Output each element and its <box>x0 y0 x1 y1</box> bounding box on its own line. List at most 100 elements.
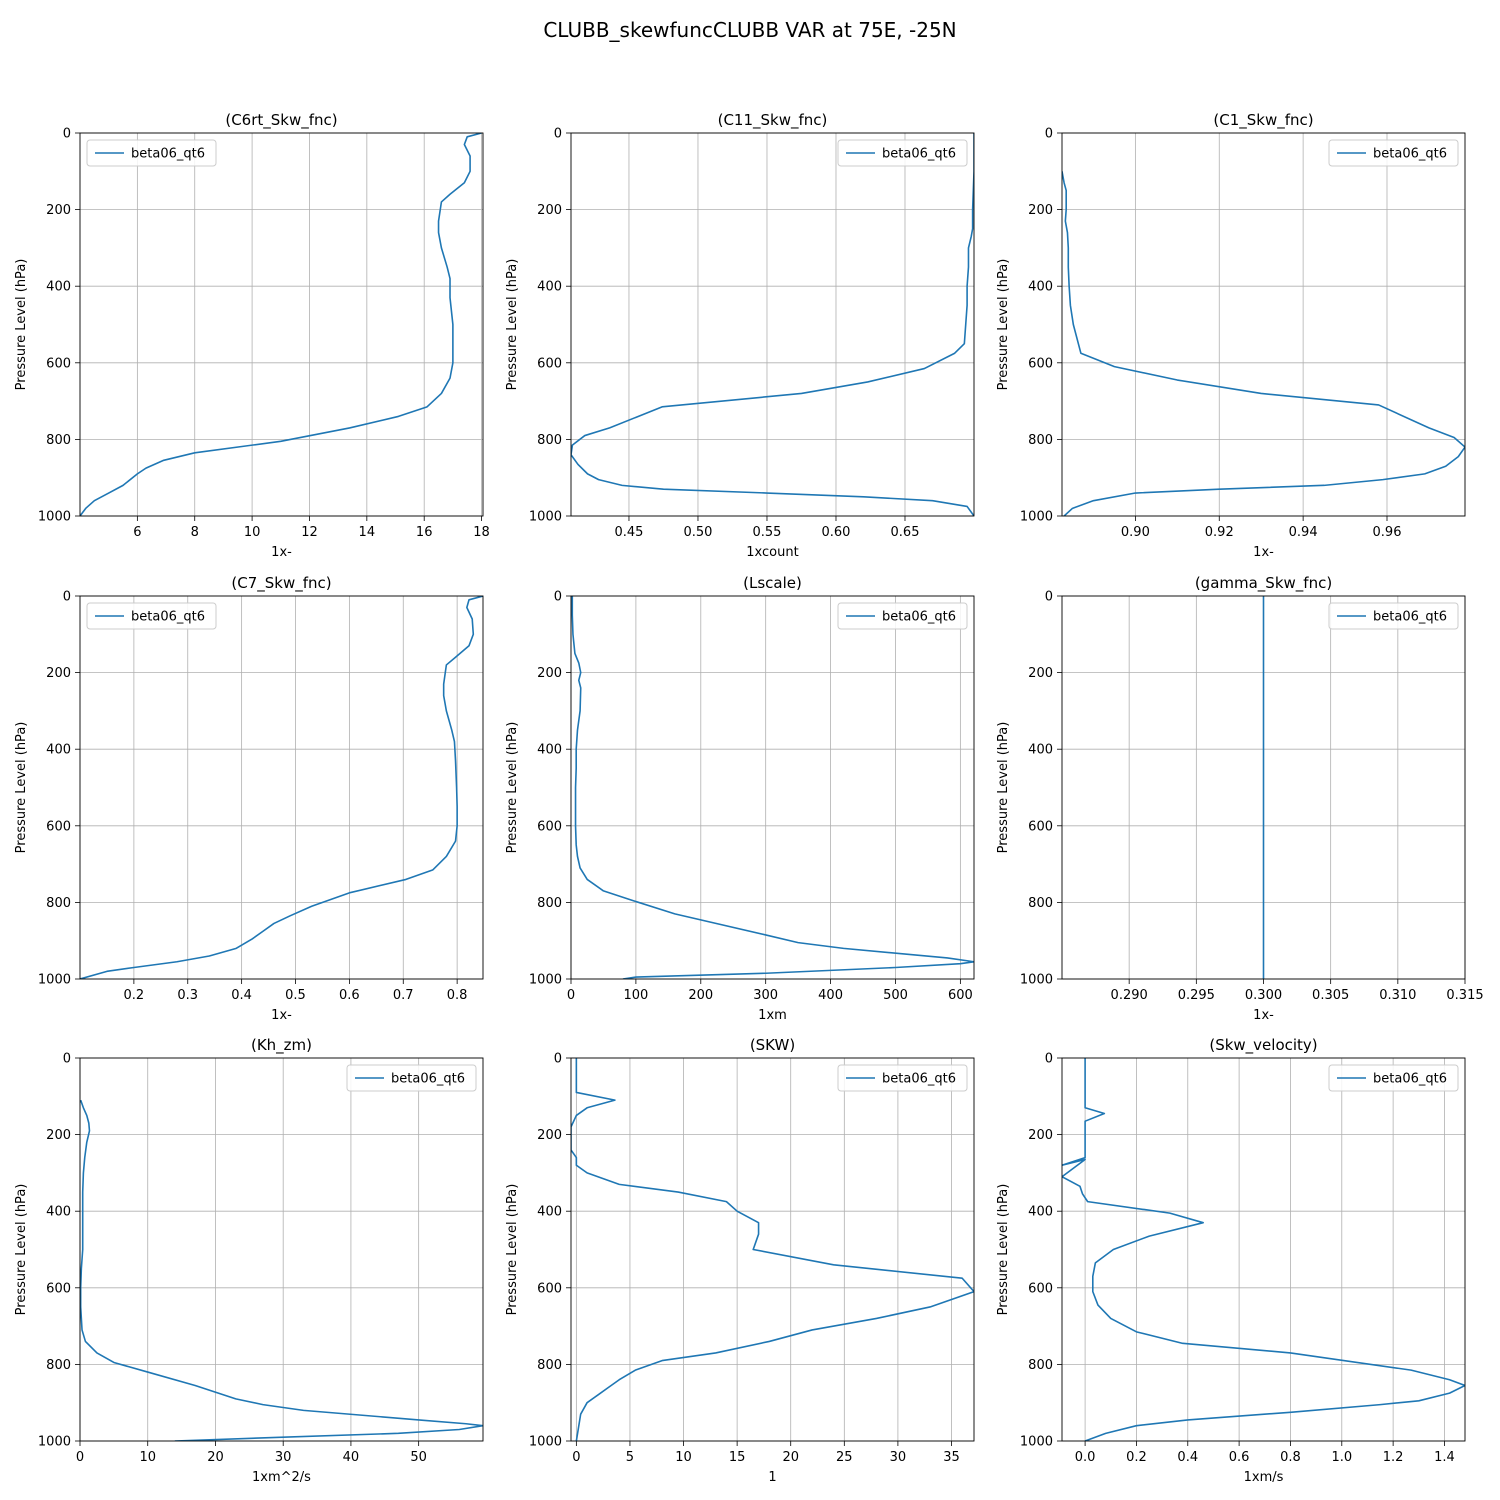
x-axis-label: 1xcount <box>746 545 798 560</box>
x-tick-label: 20 <box>782 1450 799 1465</box>
y-tick-label: 0 <box>1045 590 1053 605</box>
series-line-0 <box>80 1099 483 1441</box>
y-axis-label: Pressure Level (hPa) <box>14 259 29 391</box>
legend-entry: beta06_qt6 <box>1373 1072 1447 1087</box>
x-tick-label: 200 <box>688 988 713 1003</box>
legend-entry: beta06_qt6 <box>1373 610 1447 625</box>
series-line-0 <box>80 596 483 979</box>
y-axis-label: Pressure Level (hPa) <box>505 1184 520 1316</box>
x-tick-label: 0 <box>572 1450 580 1465</box>
x-tick-label: 20 <box>207 1450 224 1465</box>
x-tick-label: 0.8 <box>1280 1450 1301 1465</box>
y-tick-label: 0 <box>63 590 71 605</box>
subplot-0: 6 8 10 12 14 16 18 0 200 400 600 800 1000 (C6rt_Skw_f… <box>14 111 490 560</box>
y-tick-label: 800 <box>537 896 562 911</box>
x-axis-label: 1x- <box>271 545 292 560</box>
y-tick-label: 800 <box>537 433 562 448</box>
subplot-1: 0.45 0.50 0.55 0.60 0.65 0 200 400 600 800 1000 (C1… <box>505 111 975 560</box>
x-tick-label: 0.45 <box>614 525 643 540</box>
x-tick-label: 500 <box>883 988 908 1003</box>
subplot-title: (C1_Skw_fnc) <box>1213 111 1313 130</box>
y-tick-label: 200 <box>1028 203 1053 218</box>
subplot-title: (Lscale) <box>743 574 802 592</box>
y-tick-label: 400 <box>1028 280 1053 295</box>
x-tick-label: 0.5 <box>285 988 306 1003</box>
x-tick-label: 0.55 <box>753 525 782 540</box>
x-tick-label: 0.310 <box>1379 988 1416 1003</box>
x-axis-label: 1x- <box>271 1008 292 1023</box>
y-tick-label: 800 <box>1028 433 1053 448</box>
y-tick-label: 1000 <box>1020 973 1053 988</box>
subplot-title: (C11_Skw_fnc) <box>718 111 828 130</box>
x-tick-label: 10 <box>139 1450 156 1465</box>
y-tick-label: 600 <box>537 1281 562 1296</box>
x-tick-label: 0.92 <box>1205 525 1234 540</box>
y-tick-label: 800 <box>537 1358 562 1373</box>
subplot-grid: 6 8 10 12 14 16 1802004006008001000(C6rt_Skw_f… <box>14 111 1484 1485</box>
y-tick-label: 0 <box>554 1052 562 1067</box>
y-tick-label: 0 <box>554 590 562 605</box>
y-tick-label: 1000 <box>1020 510 1053 525</box>
x-tick-label: 1.0 <box>1331 1450 1352 1465</box>
legend-entry: beta06_qt6 <box>1373 147 1447 162</box>
x-tick-label: 15 <box>729 1450 746 1465</box>
subplot-7: 0 5 10 15 20 25 30 35 0 200 400 600 800 1000 (SKW) 1 Pre… <box>505 1036 975 1485</box>
y-tick-label: 1000 <box>529 510 562 525</box>
y-axis-label: Pressure Level (hPa) <box>996 259 1011 391</box>
x-axis-label: 1x- <box>1253 1008 1274 1023</box>
x-tick-label: 300 <box>753 988 778 1003</box>
y-tick-label: 400 <box>537 280 562 295</box>
x-axis-label: 1x- <box>1253 545 1274 560</box>
legend-entry: beta06_qt6 <box>882 610 956 625</box>
y-tick-label: 600 <box>1028 356 1053 371</box>
axes-frame <box>570 1057 975 1442</box>
y-tick-label: 400 <box>537 743 562 758</box>
y-tick-label: 400 <box>1028 1205 1053 1220</box>
legend-box <box>837 602 968 630</box>
plot-area <box>571 596 974 979</box>
y-tick-label: 1000 <box>529 1435 562 1450</box>
x-tick-label: 0.50 <box>683 525 712 540</box>
x-axis-label: 1xm <box>758 1008 787 1023</box>
x-tick-label: 18 <box>473 525 490 540</box>
x-tick-label: 40 <box>343 1450 360 1465</box>
x-tick-label: 0.295 <box>1178 988 1215 1003</box>
x-tick-label: 0.300 <box>1245 988 1282 1003</box>
x-axis-label: 1 <box>768 1470 776 1485</box>
series-line-0 <box>571 1058 974 1441</box>
y-tick-label: 0 <box>554 127 562 142</box>
x-tick-label: 50 <box>410 1450 427 1465</box>
x-tick-label: 8 <box>191 525 199 540</box>
legend-box <box>346 1064 477 1092</box>
y-tick-label: 200 <box>1028 1128 1053 1143</box>
y-tick-label: 800 <box>1028 1358 1053 1373</box>
subplot-title: (C7_Skw_fnc) <box>231 574 331 593</box>
series-line-0 <box>1062 171 1465 516</box>
y-axis-label: Pressure Level (hPa) <box>505 259 520 391</box>
series-line-0 <box>80 133 482 516</box>
y-tick-label: 0 <box>1045 1052 1053 1067</box>
y-tick-label: 400 <box>46 743 71 758</box>
x-tick-label: 30 <box>275 1450 292 1465</box>
subplot-8: 0.0 0.2 0.4 0.6 0.8 1.0 1.2 1.4 0 200 400 600 800 100… <box>996 1036 1466 1485</box>
x-tick-label: 0.60 <box>822 525 851 540</box>
x-tick-label: 12 <box>301 525 318 540</box>
x-tick-label: 1.4 <box>1434 1450 1455 1465</box>
x-tick-label: 0.315 <box>1446 988 1483 1003</box>
y-tick-label: 1000 <box>529 973 562 988</box>
x-axis-label: 1xm^2/s <box>252 1470 311 1485</box>
x-tick-label: 30 <box>890 1450 907 1465</box>
y-tick-label: 200 <box>46 666 71 681</box>
x-tick-label: 0.90 <box>1121 525 1150 540</box>
x-tick-label: 0.65 <box>891 525 920 540</box>
x-tick-label: 16 <box>416 525 433 540</box>
legend: beta06_qt6 <box>1328 602 1459 630</box>
legend-entry: beta06_qt6 <box>882 1072 956 1087</box>
x-tick-label: 0.2 <box>124 988 145 1003</box>
plot-area <box>80 1058 483 1441</box>
y-tick-label: 0 <box>1045 127 1053 142</box>
legend-box <box>86 139 217 167</box>
y-tick-label: 600 <box>46 819 71 834</box>
x-tick-label: 0.4 <box>231 988 252 1003</box>
